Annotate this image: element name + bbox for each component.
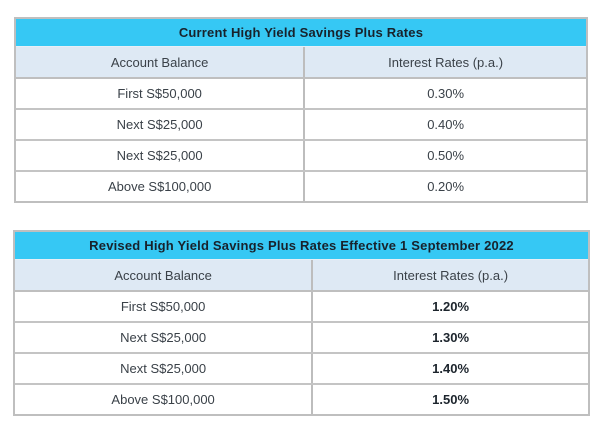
balance-cell: Next S$25,000 bbox=[116, 117, 203, 132]
table-title: Current High Yield Savings Plus Rates bbox=[16, 19, 586, 47]
balance-cell: Next S$25,000 bbox=[116, 148, 203, 163]
table-row: First S$50,000 0.30% bbox=[16, 79, 586, 110]
table-header-row: Account Balance Interest Rates (p.a.) bbox=[15, 260, 588, 292]
column-header-rate: Interest Rates (p.a.) bbox=[303, 47, 586, 77]
table-title: Revised High Yield Savings Plus Rates Ef… bbox=[15, 232, 588, 260]
balance-cell: Above S$100,000 bbox=[107, 179, 212, 194]
balance-cell: First S$50,000 bbox=[117, 86, 202, 101]
balance-cell: Above S$100,000 bbox=[111, 392, 215, 407]
rate-cell: 0.40% bbox=[303, 110, 586, 139]
rate-cell: 0.20% bbox=[303, 172, 586, 201]
rate-cell: 0.30% bbox=[303, 79, 586, 108]
current-rates-table: Current High Yield Savings Plus Rates Ac… bbox=[14, 17, 588, 203]
balance-cell: Next S$25,000 bbox=[120, 330, 207, 345]
revised-rates-table: Revised High Yield Savings Plus Rates Ef… bbox=[13, 230, 590, 416]
rate-cell: 0.50% bbox=[303, 141, 586, 170]
column-header-rate: Interest Rates (p.a.) bbox=[311, 260, 588, 290]
column-header-balance: Account Balance bbox=[114, 267, 212, 283]
rate-cell: 1.20% bbox=[311, 292, 588, 321]
table-row: Next S$25,000 1.30% bbox=[15, 323, 588, 354]
rate-cell: 1.30% bbox=[311, 323, 588, 352]
table-row: Above S$100,000 0.20% bbox=[16, 172, 586, 201]
rate-cell: 1.40% bbox=[311, 354, 588, 383]
table-row: Next S$25,000 0.50% bbox=[16, 141, 586, 172]
rate-cell: 1.50% bbox=[311, 385, 588, 414]
table-header-row: Account Balance Interest Rates (p.a.) bbox=[16, 47, 586, 79]
table-row: First S$50,000 1.20% bbox=[15, 292, 588, 323]
column-header-balance: Account Balance bbox=[110, 54, 209, 70]
balance-cell: First S$50,000 bbox=[120, 299, 206, 314]
table-row: Next S$25,000 0.40% bbox=[16, 110, 586, 141]
balance-cell: Next S$25,000 bbox=[120, 361, 207, 376]
table-row: Above S$100,000 1.50% bbox=[15, 385, 588, 414]
table-row: Next S$25,000 1.40% bbox=[15, 354, 588, 385]
